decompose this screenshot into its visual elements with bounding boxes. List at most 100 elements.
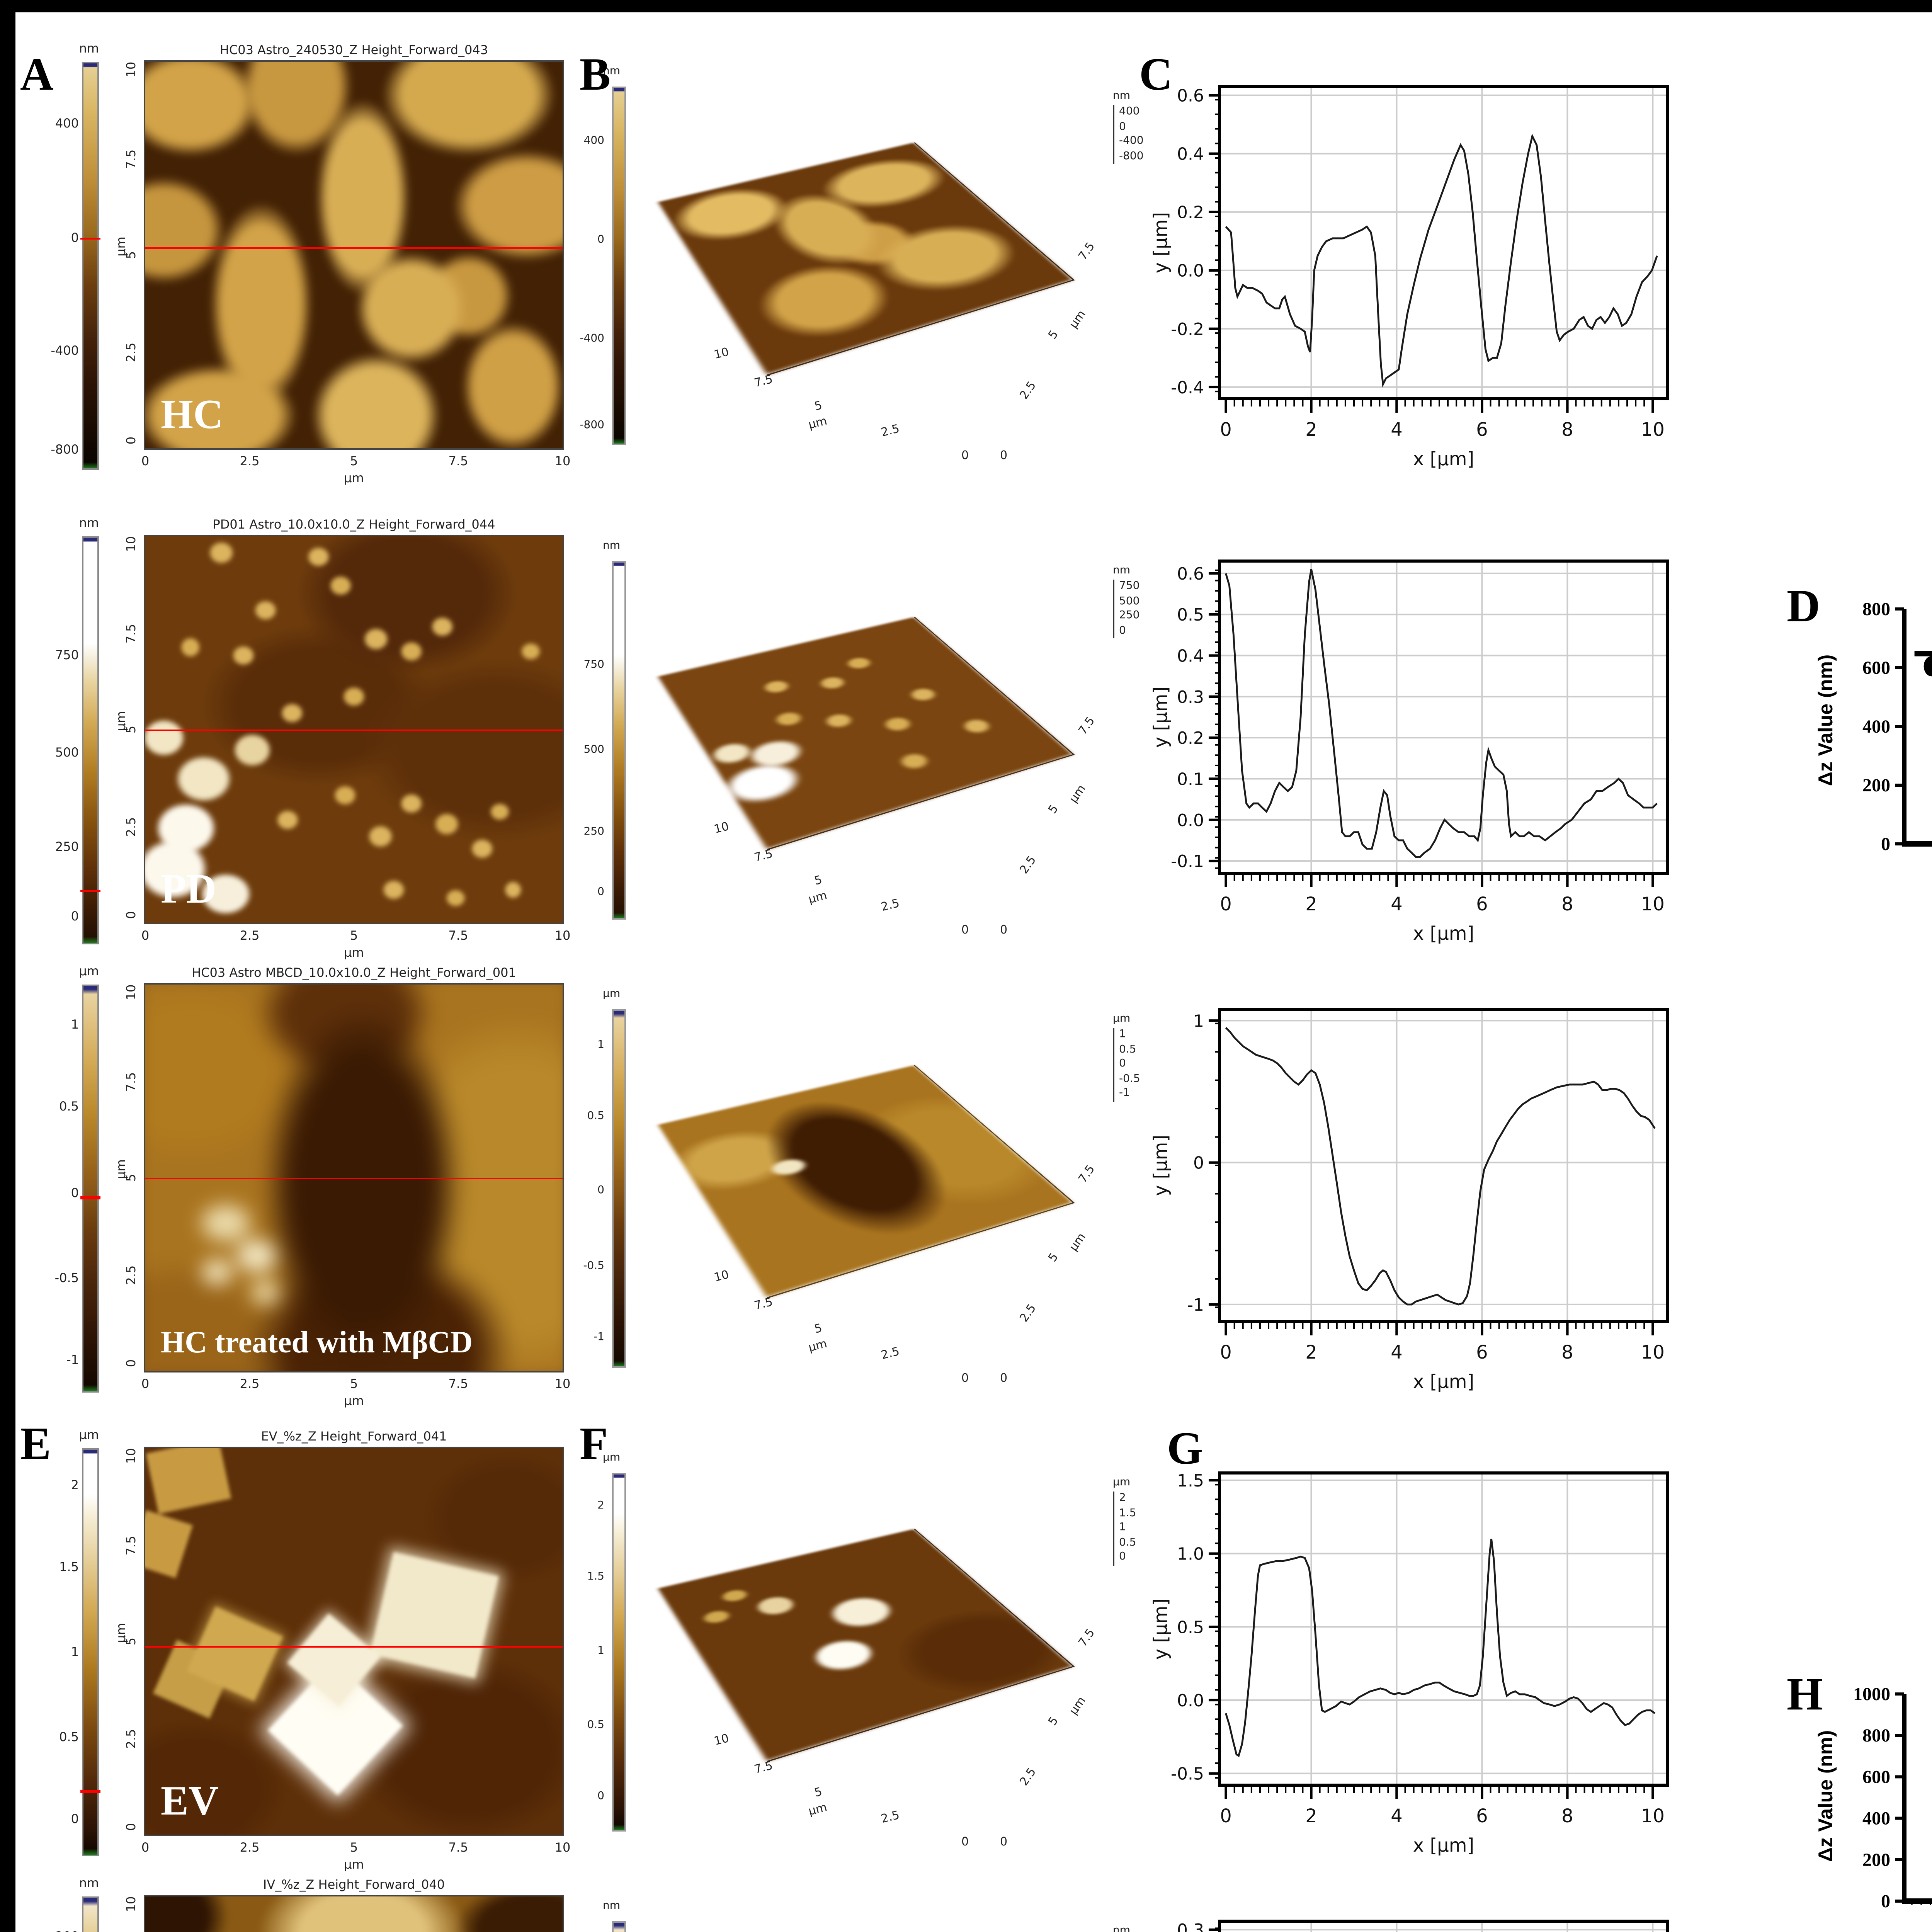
afm-height-image: EV xyxy=(144,1447,564,1836)
colorbar-tick-labels: 2 1.5 1 0.5 0 xyxy=(566,1473,607,1828)
svg-text:2: 2 xyxy=(1305,1342,1317,1363)
colorbar-reference-mark xyxy=(80,1790,100,1793)
svg-text:8: 8 xyxy=(1561,1342,1573,1363)
afm-3d-panel: nm 400 0 -400 -800 10 7.5 5 µm 2.5 0 0 2.5 … xyxy=(566,43,1172,507)
svg-text:8: 8 xyxy=(1561,1805,1573,1827)
z-axis-ticks: 1 0.5 0 -0.5 -1 xyxy=(1113,1028,1165,1101)
panel-letter-c: C xyxy=(1139,49,1173,100)
height-profile-plot: 0.30.20.10.0-0.1-0.20246810x [µm]y [µm] xyxy=(1147,1906,1688,1932)
colorbar-tick-labels: 750 500 250 0 xyxy=(566,561,607,917)
tick-label: -0.5 xyxy=(1119,1072,1140,1084)
tick-label: 0 xyxy=(597,233,604,246)
z-axis: nm 400 0 -400 -800 xyxy=(1113,90,1165,164)
height-profile-plot: 10-10 2 4 6 8 10x [µm]y [µm] xyxy=(1147,994,1688,1399)
tick-label: 0.5 xyxy=(1119,1043,1136,1055)
height-colorbar: nm 750 500 250 0 xyxy=(31,516,102,944)
tick-label: 10 xyxy=(554,1377,571,1391)
y-axis-ticks: 107.552.50 xyxy=(117,1896,145,1932)
svg-text:4: 4 xyxy=(1391,1342,1403,1363)
surface-3d-scene xyxy=(658,142,1075,376)
tick-label: 0.5 xyxy=(587,1719,604,1732)
surface-3d-texture xyxy=(658,617,1073,849)
profile-section-line xyxy=(145,1645,563,1648)
colorbar-unit-label: nm xyxy=(603,1900,621,1912)
tick-label: -1 xyxy=(594,1330,604,1343)
tick-label: 400 xyxy=(1119,105,1140,117)
tick-label: 10 xyxy=(554,1841,571,1855)
sample-label: HC xyxy=(161,391,223,437)
colorbar-tick-labels: 2001000-100-200-300 xyxy=(31,1896,79,1932)
floor-y-tick: 7.5 xyxy=(1075,1162,1098,1185)
tick-label: -0.5 xyxy=(54,1271,79,1286)
colorbar-tick-labels: 2001000-100-200-300 xyxy=(566,1921,607,1932)
profile-section-line xyxy=(145,247,563,250)
svg-text:8: 8 xyxy=(1561,419,1573,440)
afm-2d-panel: HC03 Astro MBCD_10.0x10.0_Z Height_Forwa… xyxy=(114,966,581,1430)
z-axis-unit-label: µm xyxy=(1113,1476,1131,1488)
svg-text:0.6: 0.6 xyxy=(1177,86,1204,106)
svg-text:10: 10 xyxy=(1641,1805,1665,1827)
tick-label: -400 xyxy=(1119,134,1144,147)
tick-label: 750 xyxy=(1119,580,1140,592)
tick-label: 0 xyxy=(71,909,79,923)
floor-x-tick: 10 xyxy=(713,1731,730,1748)
tick-label: 0 xyxy=(71,230,79,245)
tick-label: 5 xyxy=(350,1377,358,1391)
tick-label: 7.5 xyxy=(124,148,138,168)
tick-label: 0 xyxy=(124,1359,138,1367)
panel-letter-a: A xyxy=(20,49,54,100)
svg-text:y [µm]: y [µm] xyxy=(1150,212,1172,273)
svg-text:1000: 1000 xyxy=(1853,1684,1890,1704)
z-axis: nm 750 500 250 0 xyxy=(1113,564,1165,638)
tick-label: 0.5 xyxy=(587,1110,604,1122)
tick-label: 0 xyxy=(141,454,150,468)
svg-text:0: 0 xyxy=(1220,419,1232,440)
sample-label: HC treated with MβCD xyxy=(161,1326,473,1360)
tick-label: 2.5 xyxy=(124,1728,138,1748)
colorbar-reference-mark xyxy=(80,237,100,240)
floor-x-tick: 5 xyxy=(813,398,824,413)
colorbar-reference-mark xyxy=(80,890,100,893)
z-axis-ticks: 750 500 250 0 xyxy=(1113,580,1165,638)
afm-scan-title: EV_%z_Z Height_Forward_041 xyxy=(261,1430,447,1444)
svg-text:4: 4 xyxy=(1391,893,1403,915)
x-axis-unit-label: µm xyxy=(344,1394,364,1408)
floor-y-tick: 7.5 xyxy=(1075,714,1098,737)
floor-y-tick: 0 xyxy=(1000,923,1008,937)
tick-label: 400 xyxy=(55,116,79,130)
tick-label: 0.5 xyxy=(59,1731,79,1745)
profile-curve xyxy=(1225,569,1658,858)
floor-y-tick: 0 xyxy=(1000,448,1008,462)
tick-label: 0.5 xyxy=(59,1100,79,1114)
tick-label: 7.5 xyxy=(124,623,138,643)
svg-text:800: 800 xyxy=(1862,1725,1890,1746)
tick-label: 10 xyxy=(124,1448,138,1464)
svg-text:0: 0 xyxy=(1881,1891,1890,1912)
colorbar-unit-label: nm xyxy=(79,1876,99,1890)
panel-letter-g: G xyxy=(1167,1423,1203,1475)
x-axis-unit-label: µm xyxy=(344,1858,364,1872)
svg-text:4: 4 xyxy=(1391,1805,1403,1827)
tick-label: 5 xyxy=(124,1173,138,1182)
svg-text:1.0: 1.0 xyxy=(1177,1544,1204,1564)
tick-label: 2.5 xyxy=(240,454,260,468)
afm-3d-panel: µm 1 0.5 0 -0.5 -1 10 7.5 5 µm 2.5 0 0 2.5 5… xyxy=(566,966,1172,1430)
afm-scan-title: PD01 Astro_10.0x10.0_Z Height_Forward_04… xyxy=(213,518,495,532)
afm-2d-panel: EV_%z_Z Height_Forward_041 µm 10 7.5 5 2.5 0… xyxy=(114,1430,581,1893)
z-axis-ticks: 2 1.5 1 0.5 0 xyxy=(1113,1492,1165,1565)
afm-x-axis: 0 2.5 5 7.5 10 µm xyxy=(141,454,571,495)
colorbar-gradient xyxy=(612,561,626,920)
tick-label: 5 xyxy=(350,454,358,468)
svg-text:4: 4 xyxy=(1391,419,1403,440)
svg-text:1.5: 1.5 xyxy=(1177,1471,1204,1491)
floor-x-tick: 2.5 xyxy=(879,1344,901,1362)
tick-label: 2 xyxy=(1119,1492,1126,1504)
svg-text:0.4: 0.4 xyxy=(1177,646,1204,666)
tick-label: -800 xyxy=(51,442,79,457)
tick-label: 2 xyxy=(71,1478,79,1492)
colorbar-unit-label: nm xyxy=(603,539,621,552)
profile-section-line xyxy=(145,730,563,732)
afm-topography-art xyxy=(145,1448,563,1835)
afm-y-axis: µm 107.552.50 xyxy=(117,1896,145,1932)
height-profile-plot: 0.6 0.5 0.4 0.3 0.2 0.1 0.0 -0.1 0 2 4 6 8 10 x [µm] y … xyxy=(1147,546,1688,951)
